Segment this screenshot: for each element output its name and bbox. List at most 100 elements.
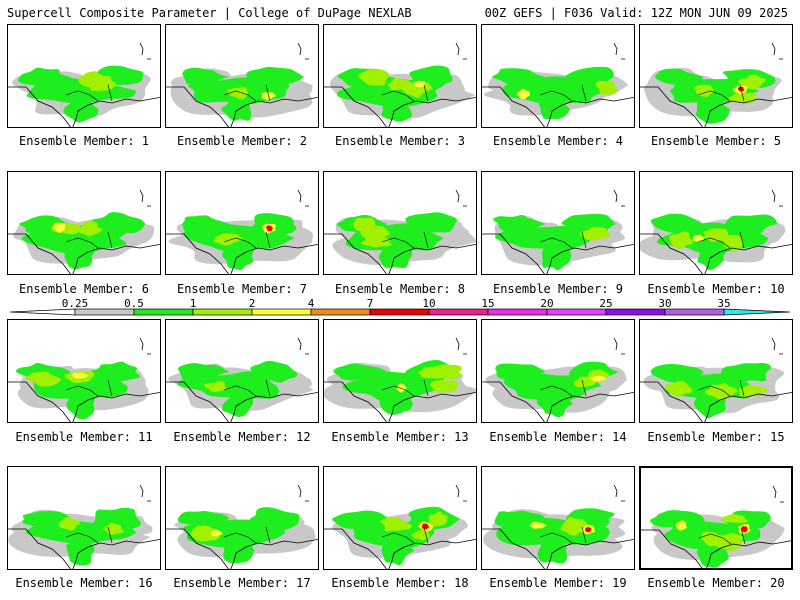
scp-contour-fill — [723, 214, 778, 236]
scp-contour-fill — [93, 507, 142, 531]
legend-tick-label: 20 — [540, 297, 554, 310]
state-border — [381, 231, 429, 249]
island-outline — [455, 337, 467, 355]
ensemble-member-map[interactable] — [481, 319, 635, 423]
scp-contour-fill — [91, 212, 146, 234]
ensemble-member-label: Ensemble Member: 14 — [489, 430, 627, 444]
coastline-border — [166, 381, 318, 422]
state-border — [539, 526, 587, 544]
ensemble-member-map[interactable] — [165, 24, 319, 128]
map-canvas — [641, 485, 791, 568]
island-outline — [771, 42, 783, 60]
scp-contour-fill — [405, 212, 458, 233]
ensemble-member-map[interactable] — [165, 466, 319, 570]
coastline-border — [324, 381, 476, 422]
ensemble-member-label: Ensemble Member: 3 — [334, 134, 466, 148]
scp-contour-fill — [537, 536, 568, 564]
ensemble-member-map[interactable] — [639, 171, 793, 275]
island-outline — [297, 337, 309, 355]
ensemble-member-map[interactable] — [481, 24, 635, 128]
ensemble-member-map[interactable] — [323, 466, 477, 570]
ensemble-member-map[interactable] — [7, 319, 161, 423]
scp-contour-fill — [72, 372, 90, 379]
coastline-border — [641, 529, 791, 568]
scp-contour-fill — [358, 68, 389, 86]
state-border — [223, 231, 271, 249]
map-canvas — [8, 42, 160, 127]
scp-contour-fill — [380, 94, 412, 122]
ensemble-member-map[interactable] — [165, 319, 319, 423]
state-border — [539, 84, 587, 102]
island-outline — [613, 42, 625, 60]
map-canvas — [324, 42, 476, 127]
ensemble-member-map[interactable] — [323, 24, 477, 128]
scp-contour-fill — [721, 514, 748, 523]
scp-contour-fill — [665, 380, 693, 398]
coastline-border — [324, 528, 476, 569]
scp-contour-fill — [223, 537, 255, 564]
scp-contour-fill — [64, 241, 96, 270]
ensemble-member-label: Ensemble Member: 6 — [18, 282, 150, 296]
scp-contour-fill — [495, 363, 546, 380]
legend-color-swatch — [723, 308, 790, 316]
state-border — [65, 231, 113, 249]
scp-contour-fill — [250, 360, 298, 383]
scp-contour-fill — [246, 66, 304, 88]
island-outline — [297, 189, 309, 207]
ensemble-member-map[interactable] — [165, 171, 319, 275]
scp-contour-fill — [332, 510, 388, 529]
map-canvas — [640, 42, 792, 127]
scp-contour-fill — [266, 225, 274, 232]
ensemble-member-map[interactable] — [7, 24, 161, 128]
scp-contour-fill — [89, 361, 141, 383]
ensemble-member-map[interactable] — [481, 171, 635, 275]
color-legend-bar — [10, 308, 790, 316]
island-outline — [139, 337, 151, 355]
scp-contour-fill — [210, 529, 223, 537]
map-canvas — [482, 42, 634, 127]
legend-color-swatch — [605, 308, 666, 316]
scp-contour-fill — [493, 214, 546, 235]
island-outline — [139, 484, 151, 502]
ensemble-member-label: Ensemble Member: 15 — [647, 430, 785, 444]
map-canvas — [482, 337, 634, 422]
legend-tick-label: 0.5 — [124, 297, 144, 310]
scp-contour-fill — [414, 80, 425, 88]
scp-contour-fill — [491, 68, 546, 86]
coastline-border — [482, 381, 634, 422]
island-outline — [613, 189, 625, 207]
ensemble-member-map[interactable] — [323, 171, 477, 275]
ensemble-member-map[interactable] — [639, 319, 793, 423]
scp-contour-fill — [738, 385, 768, 397]
legend-color-swatch — [369, 308, 430, 316]
legend-tick-label: 1 — [189, 297, 197, 310]
legend-tick-label: 0.25 — [61, 297, 89, 310]
ensemble-member-map[interactable] — [323, 319, 477, 423]
scp-contour-fill — [333, 363, 388, 381]
ensemble-member-map[interactable] — [7, 466, 161, 570]
scp-contour-fill — [428, 511, 448, 527]
legend-color-swatch — [310, 308, 371, 316]
scp-contour-fill — [58, 517, 81, 531]
legend-color-swatch — [487, 308, 548, 316]
ensemble-member-map[interactable] — [7, 171, 161, 275]
ensemble-member-map[interactable] — [639, 466, 793, 570]
map-canvas — [166, 337, 318, 422]
scp-contour-fill — [396, 383, 407, 393]
state-border — [539, 231, 587, 249]
ensemble-member-map[interactable] — [639, 24, 793, 128]
map-canvas — [324, 337, 476, 422]
ensemble-member-label: Ensemble Member: 13 — [331, 430, 469, 444]
map-canvas — [324, 484, 476, 569]
ensemble-member-label: Ensemble Member: 7 — [176, 282, 308, 296]
model-valid-time: 00Z GEFS | F036 Valid: 12Z MON JUN 09 20… — [484, 6, 788, 20]
island-outline — [613, 337, 625, 355]
ensemble-member-map[interactable] — [481, 466, 635, 570]
scp-contour-fill — [66, 535, 95, 566]
scp-contour-fill — [182, 67, 230, 87]
legend-color-swatch — [664, 308, 725, 316]
coastline-border — [8, 86, 160, 127]
legend-color-swatch — [428, 308, 489, 316]
coastline-border — [166, 86, 318, 127]
island-outline — [771, 337, 783, 355]
